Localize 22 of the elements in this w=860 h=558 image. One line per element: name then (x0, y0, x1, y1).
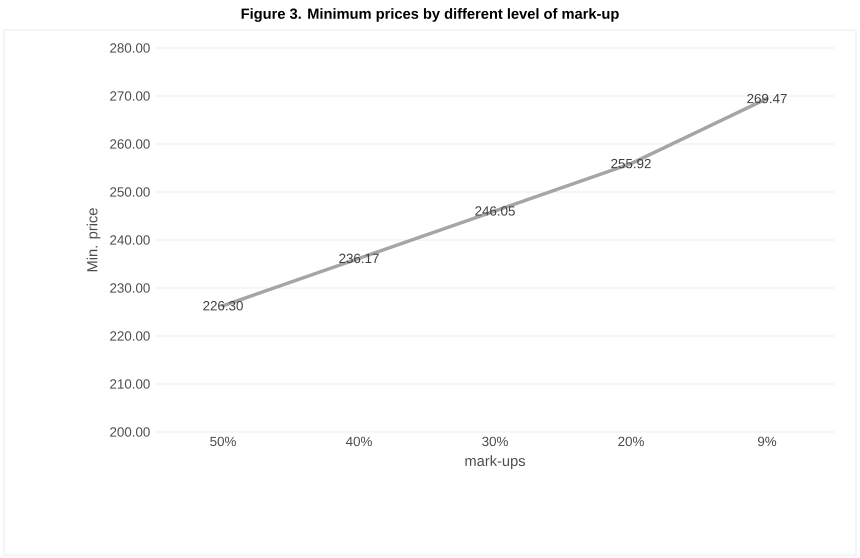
data-label: 236.17 (339, 254, 379, 264)
y-tick-label: 270.00 (110, 91, 150, 101)
x-tick-label: 30% (482, 436, 508, 446)
y-axis-title: Min. price (86, 208, 100, 272)
y-tick-label: 200.00 (110, 427, 150, 437)
data-label: 255.92 (611, 158, 651, 168)
data-label: 226.30 (203, 301, 243, 310)
y-tick-label: 260.00 (110, 139, 150, 149)
x-tick-label: 9% (758, 436, 776, 446)
x-axis-title: mark-ups (465, 455, 526, 469)
x-tick-label: 40% (346, 436, 372, 446)
y-tick-label: 280.00 (110, 43, 150, 53)
y-tick-label: 240.00 (110, 235, 150, 245)
chart-title: Figure 3. Minimum prices by different level of mark-up (242, 8, 619, 22)
y-tick-label: 220.00 (110, 331, 150, 341)
x-tick-label: 50% (210, 436, 236, 446)
y-tick-label: 210.00 (110, 379, 150, 389)
data-label: 246.05 (475, 206, 515, 216)
y-tick-label: 230.00 (110, 283, 150, 293)
y-tick-label: 250.00 (110, 187, 150, 197)
x-tick-label: 20% (618, 436, 644, 446)
data-label: 269.47 (747, 94, 787, 104)
